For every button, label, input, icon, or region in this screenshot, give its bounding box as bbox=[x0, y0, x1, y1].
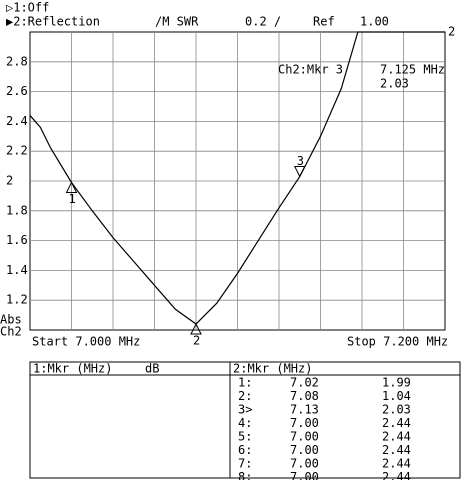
start-label: Start 7.000 MHz bbox=[32, 335, 140, 349]
table-cell: 7.00 bbox=[290, 457, 319, 471]
scale: 0.2 / bbox=[245, 15, 281, 29]
table-cell: 7.13 bbox=[290, 403, 319, 417]
table-cell: 4: bbox=[238, 416, 252, 430]
readout-value: 2.03 bbox=[380, 77, 409, 91]
table-title: 1:Mkr (MHz) bbox=[33, 362, 112, 376]
table-cell: 2.44 bbox=[382, 443, 411, 457]
table-cell: 8: bbox=[238, 470, 252, 480]
table-cell: 7: bbox=[238, 457, 252, 471]
table-cell: 7.00 bbox=[290, 430, 319, 444]
ch1-status: ▷1:Off bbox=[6, 1, 49, 15]
table-cell: 2.03 bbox=[382, 403, 411, 417]
marker-label: 2 bbox=[193, 334, 200, 348]
table-cell: 7.02 bbox=[290, 376, 319, 390]
y-tick-label: 2.6 bbox=[6, 84, 28, 98]
marker bbox=[65, 181, 78, 193]
table-cell: 5: bbox=[238, 430, 252, 444]
marker bbox=[293, 166, 306, 178]
table-cell: 1.04 bbox=[382, 389, 411, 403]
table-cell: 2.44 bbox=[382, 457, 411, 471]
y-tick-label: 1.4 bbox=[6, 263, 28, 277]
table-cell: 2.44 bbox=[382, 470, 411, 480]
table-cell: 6: bbox=[238, 443, 252, 457]
trace-label: 2 bbox=[448, 25, 455, 39]
marker-label: 1 bbox=[69, 192, 76, 206]
y-tick-label: 2.4 bbox=[6, 114, 28, 128]
axis-channel: Ch2 bbox=[0, 325, 22, 339]
table-unit: dB bbox=[145, 362, 159, 376]
table-cell: 1.99 bbox=[382, 376, 411, 390]
ref-label: Ref bbox=[313, 15, 335, 29]
table-cell: 7.00 bbox=[290, 443, 319, 457]
marker-label: 3 bbox=[297, 154, 304, 168]
axis-mode: Abs bbox=[0, 313, 22, 327]
stop-label: Stop 7.200 MHz bbox=[347, 335, 448, 349]
y-tick-label: 1.2 bbox=[6, 293, 28, 307]
ref-value: 1.00 bbox=[360, 15, 389, 29]
y-tick-label: 2 bbox=[6, 174, 13, 188]
table-cell: 2.44 bbox=[382, 416, 411, 430]
table-cell: 7.00 bbox=[290, 416, 319, 430]
table-cell: 2: bbox=[238, 389, 252, 403]
right-table-box bbox=[229, 361, 461, 479]
table-cell: 1: bbox=[238, 376, 252, 390]
readout-title: Ch2:Mkr 3 bbox=[278, 63, 343, 77]
y-tick-label: 1.6 bbox=[6, 233, 28, 247]
readout-freq: 7.125 MHz bbox=[380, 63, 445, 77]
format: /M SWR bbox=[155, 15, 199, 29]
y-tick-label: 1.8 bbox=[6, 203, 28, 217]
ch2-status: ▶2:Reflection bbox=[6, 15, 100, 29]
table-title: 2:Mkr (MHz) bbox=[233, 362, 312, 376]
y-tick-label: 2.8 bbox=[6, 54, 28, 68]
left-table-box bbox=[29, 361, 231, 479]
marker bbox=[190, 322, 202, 335]
table-cell: 7.08 bbox=[290, 389, 319, 403]
y-tick-label: 2.2 bbox=[6, 144, 28, 158]
table-cell: 3> bbox=[238, 403, 252, 417]
table-cell: 2.44 bbox=[382, 430, 411, 444]
table-cell: 7.00 bbox=[290, 470, 319, 480]
